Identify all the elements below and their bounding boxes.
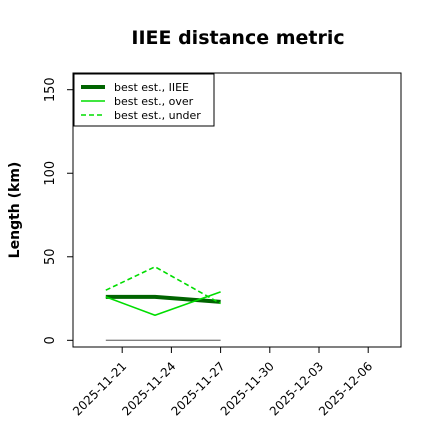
legend-label-2: best est., over [114, 95, 194, 108]
y-tick-label-100: 100 [43, 161, 58, 186]
legend-label-3: best est., under [114, 109, 201, 122]
chart-title: IIEE distance metric [131, 27, 344, 49]
y-tick-label-50: 50 [43, 249, 58, 266]
plot-frame [72, 72, 402, 348]
y-tick-label-0: 0 [43, 336, 58, 344]
legend-box [73, 73, 215, 127]
y-axis-label: Length (km) [7, 162, 23, 259]
x-axis: 2025-11-212025-11-242025-11-272025-11-30… [70, 347, 375, 418]
y-axis: 0 50 100 150 [43, 77, 73, 344]
series-line-3 [105, 266, 221, 305]
legend-label-1: best est., IIEE [114, 81, 189, 94]
series-layer [105, 266, 221, 317]
y-tick-label-150: 150 [43, 77, 58, 102]
series-line-2 [105, 291, 221, 317]
